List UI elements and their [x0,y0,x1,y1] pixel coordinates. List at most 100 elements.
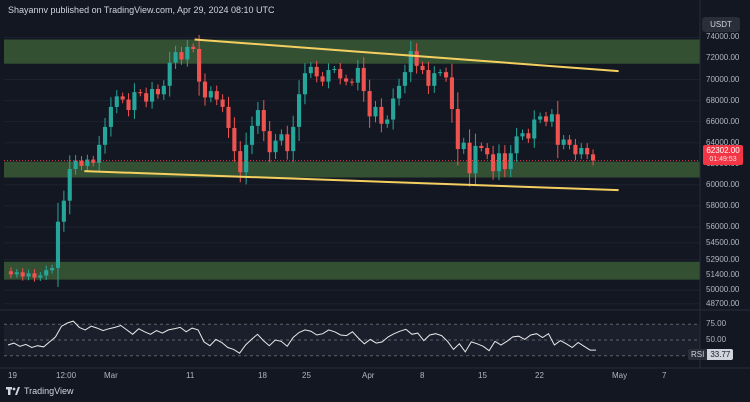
price-zone [4,261,700,280]
candle-body [144,93,149,102]
rsi-value: 33.77 [707,349,734,360]
candle-body [244,144,249,173]
candle-body [44,270,49,276]
time-axis-label: May [612,371,628,380]
current-price-tag: 62302.00 01:49:53 [703,145,743,165]
time-axis-label: 18 [258,371,267,380]
candle-body [344,78,349,82]
candle-body [585,147,590,155]
candle-body [561,139,566,145]
candle-body [508,153,513,170]
candle-body [373,106,378,117]
candle-body [102,126,108,145]
time-axis-label: 8 [420,371,425,380]
candle-body [467,142,472,174]
candle-body [491,154,496,172]
candle-body [32,273,37,278]
tradingview-logo-icon [6,387,20,395]
price-axis-label: 74000.00 [706,32,740,42]
candle-body [138,92,143,94]
candle-body [379,106,384,124]
candle-body [538,116,543,120]
candle-body [449,77,454,110]
candle-body [261,110,266,132]
price-axis-label: 72000.00 [706,53,740,63]
candle-body [385,119,390,124]
rsi-axis-label: 75.00 [706,319,727,329]
candle-body [361,67,366,92]
price-axis-label: 54500.00 [706,237,740,247]
candle-body [355,67,360,83]
time-axis-label: 15 [478,371,487,380]
candle-body [173,52,178,63]
candle-body [14,272,19,275]
candle-body [285,134,290,152]
candle-body [191,46,196,49]
candle-body [85,159,90,166]
candle-body [414,51,419,66]
price-axis-label: 58000.00 [706,200,740,210]
candle-body [555,114,560,145]
author-name: Shayannv [8,5,49,15]
candle-body [185,46,190,60]
time-axis-label: 7 [662,371,667,380]
candle-body [461,142,466,150]
price-axis-label: 66000.00 [706,116,740,126]
candle-body [338,68,343,79]
price-axis-label: 52900.00 [706,254,740,264]
time-axis-label: 19 [8,371,17,380]
time-axis-label: Apr [362,371,375,380]
candle-body [396,85,402,99]
candle-body [573,144,578,155]
candle-body [291,126,296,152]
price-axis-label: 64000.00 [706,137,740,147]
rsi-axis-label: 50.00 [706,335,727,344]
candle-body [308,66,313,74]
time-axis-label: 22 [535,371,544,380]
candle-body [426,70,431,86]
candle-body [526,133,531,139]
candle-body [349,81,355,83]
candle-body [502,153,507,170]
candle-body [532,119,537,139]
brand-name: TradingView [24,386,74,396]
time-axis-label: 25 [302,371,311,380]
currency-button[interactable]: USDT [702,17,740,32]
candle-body [408,51,413,73]
candle-body [496,153,502,172]
candle-body [267,131,272,153]
candle-body [479,145,484,148]
candle-body [91,159,96,163]
rsi-label: RSI [688,349,708,360]
candle-body [67,169,72,201]
candle-body [73,160,78,170]
bar-countdown: 01:49:53 [709,156,737,163]
candle-body [120,96,125,100]
publish-info: Shayannv published on TradingView.com, A… [8,5,275,15]
current-price-value: 62302.00 [706,146,740,155]
candle-body [167,62,172,86]
candle-body [567,139,572,145]
candle-body [79,160,84,166]
price-axis-label: 48700.00 [706,298,740,308]
candle-body [232,127,237,152]
candle-body [132,92,137,111]
candle-body [579,147,584,155]
candle-body [214,91,219,100]
price-axis-label: 56000.00 [706,221,740,231]
candle-body [444,72,449,78]
candle-body [220,99,225,107]
time-axis-label: 11 [186,371,195,380]
tradingview-brand[interactable]: TradingView [6,386,74,396]
trendline [194,38,619,73]
candle-body [255,110,260,126]
candle-body [114,96,119,107]
candle-body [297,94,302,127]
candle-body [249,125,255,145]
price-axis-label: 70000.00 [706,74,740,84]
candle-body [591,154,596,161]
candle-body [55,221,61,269]
candle-body [485,147,490,155]
